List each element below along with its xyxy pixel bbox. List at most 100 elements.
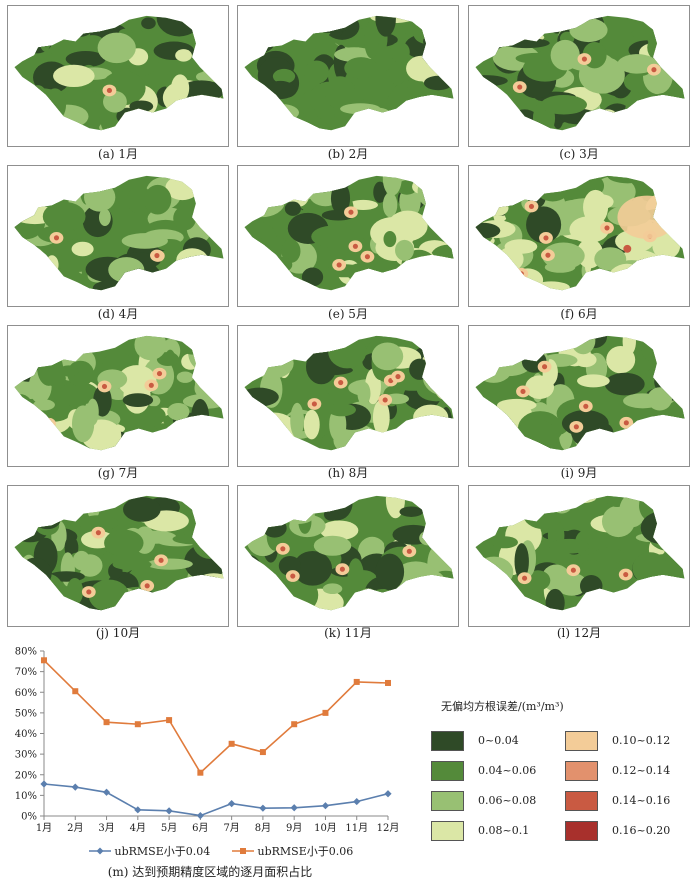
data-point — [196, 811, 204, 820]
data-point — [102, 788, 111, 796]
colorbar-label: 0.08~0.1 — [478, 824, 530, 837]
colorbar-swatch — [565, 821, 598, 841]
y-tick-label: 0% — [21, 812, 37, 823]
soil-moisture-map — [475, 335, 685, 451]
data-point — [291, 721, 298, 728]
colorbar-swatch — [565, 791, 598, 811]
x-tick-label: 9月 — [286, 822, 302, 834]
colorbar-title: 无偏均方根误差/(m³/m³) — [441, 700, 564, 713]
colorbar-label: 0~0.04 — [478, 734, 519, 747]
soil-moisture-map — [475, 15, 685, 131]
soil-moisture-map — [244, 335, 454, 451]
data-point — [40, 780, 48, 788]
legend-series-1-label: ubRMSE小于0.04 — [114, 845, 211, 858]
data-point — [353, 797, 361, 806]
map-panel-caption: (d) 4月 — [97, 307, 139, 321]
data-point — [134, 721, 141, 728]
x-tick-label: 3月 — [98, 822, 114, 834]
data-point — [290, 804, 298, 812]
data-point — [385, 679, 391, 686]
soil-moisture-map — [14, 495, 224, 611]
data-point — [166, 717, 173, 724]
data-point — [228, 740, 235, 747]
colorbar-label: 0.12~0.14 — [612, 764, 671, 777]
map-panel-caption: (f) 6月 — [560, 307, 598, 321]
data-point — [103, 719, 110, 726]
series-line-1 — [43, 783, 389, 817]
x-tick-label: 4月 — [130, 822, 146, 834]
data-point — [353, 678, 360, 685]
colorbar-swatch — [431, 761, 464, 781]
map-panel — [237, 325, 459, 467]
map-panel — [468, 165, 690, 307]
map-panel-caption: (a) 1月 — [98, 147, 138, 161]
colorbar-label: 0.04~0.06 — [478, 764, 537, 777]
map-panel-caption: (b) 2月 — [327, 147, 369, 161]
map-panel-caption: (e) 5月 — [328, 307, 368, 321]
y-tick-label: 40% — [15, 729, 37, 740]
map-panel — [237, 5, 459, 147]
colorbar-swatch — [565, 731, 598, 751]
x-tick-label: 10月 — [314, 822, 337, 834]
map-panel — [7, 325, 229, 467]
soil-moisture-map — [244, 15, 454, 131]
map-panel-caption: (c) 3月 — [559, 147, 599, 161]
data-point — [321, 802, 330, 810]
data-point — [322, 709, 329, 716]
data-point — [165, 807, 173, 815]
y-tick-label: 70% — [15, 667, 37, 678]
legend-series-1: ubRMSE小于0.04 — [89, 843, 210, 859]
x-tick-label: 5月 — [161, 822, 177, 834]
legend-series-2-label: ubRMSE小于0.06 — [257, 845, 354, 858]
colorbar-label: 0.14~0.16 — [612, 794, 671, 807]
colorbar-swatch — [431, 731, 464, 751]
y-tick-label: 20% — [15, 770, 37, 781]
soil-moisture-map — [244, 175, 454, 291]
data-point — [384, 790, 392, 798]
map-panel-caption: (j) 10月 — [95, 626, 141, 640]
y-tick-label: 80% — [15, 647, 37, 658]
legend-square-marker — [232, 848, 254, 854]
data-point — [259, 749, 266, 756]
data-point — [197, 769, 204, 776]
x-tick-label: 2月 — [67, 822, 83, 834]
soil-moisture-map — [244, 495, 454, 611]
map-panel — [7, 485, 229, 627]
monthly-area-line-chart: 0% 10% 20% 30% 40% 50% 60% 70% 80% 1月 2月 3月 4月 5月 6月 7月… — [15, 647, 400, 835]
soil-moisture-map — [14, 175, 224, 291]
colorbar-swatch — [431, 791, 464, 811]
data-point — [72, 688, 79, 695]
x-tick-label: 12月 — [377, 822, 400, 834]
soil-moisture-map — [475, 495, 685, 611]
colorbar-swatch — [565, 761, 598, 781]
soil-moisture-map — [14, 335, 224, 451]
series-line-2 — [43, 659, 389, 774]
map-panel-caption: (k) 11月 — [324, 626, 372, 640]
data-point — [259, 804, 267, 812]
x-tick-label: 11月 — [345, 822, 368, 834]
y-tick-label: 50% — [15, 708, 37, 719]
x-tick-label: 7月 — [223, 822, 239, 834]
map-panel — [468, 325, 690, 467]
soil-moisture-map — [14, 15, 224, 131]
colorbar-label: 0.10~0.12 — [612, 734, 671, 747]
map-panel — [237, 165, 459, 307]
x-tick-label: 8月 — [255, 822, 271, 834]
colorbar-label: 0.06~0.08 — [478, 794, 537, 807]
map-panel — [7, 165, 229, 307]
colorbar-label: 0.16~0.20 — [612, 824, 671, 837]
map-panel — [237, 485, 459, 627]
colorbar-swatch — [431, 821, 464, 841]
map-panel-caption: (g) 7月 — [97, 466, 139, 480]
legend-series-2: ubRMSE小于0.06 — [232, 843, 353, 859]
x-tick-label: 6月 — [192, 822, 208, 834]
data-point — [134, 806, 142, 814]
map-panel-caption: (h) 8月 — [327, 466, 369, 480]
map-panel-caption: (i) 9月 — [560, 466, 598, 480]
data-point — [71, 783, 79, 791]
map-panel — [468, 5, 690, 147]
y-tick-label: 60% — [15, 688, 37, 699]
data-point — [228, 800, 236, 808]
map-panel-caption: (l) 12月 — [556, 626, 602, 640]
y-tick-label: 10% — [15, 791, 37, 802]
